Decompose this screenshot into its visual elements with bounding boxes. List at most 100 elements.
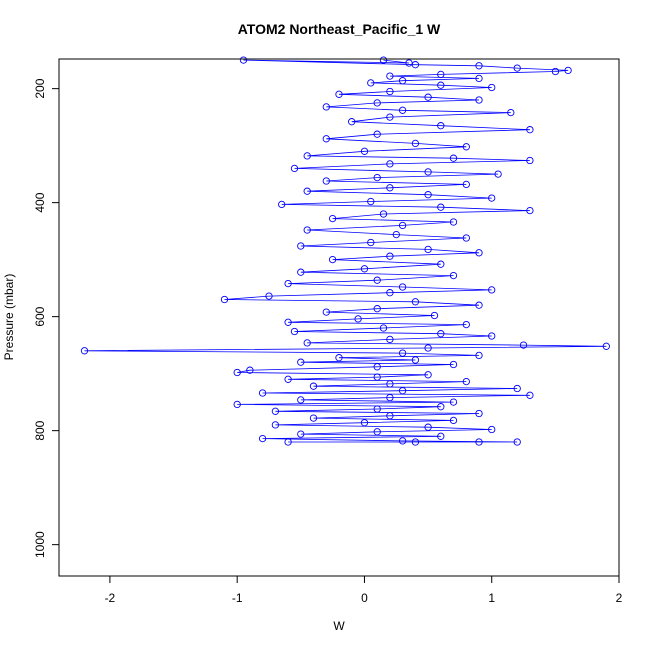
data-point	[437, 70, 445, 79]
data-point	[398, 77, 407, 85]
x-axis-label: W	[333, 619, 345, 633]
data-point	[437, 330, 445, 338]
y-tick-label: 1000	[33, 531, 47, 558]
data-point	[367, 79, 375, 87]
data-point	[398, 283, 407, 291]
data-point	[519, 341, 528, 349]
plot-marks	[80, 56, 610, 446]
data-point	[290, 327, 299, 336]
data-point	[462, 377, 470, 386]
data-point	[513, 438, 521, 446]
y-tick-label: 800	[33, 420, 47, 440]
data-point	[488, 425, 496, 434]
data-point	[475, 249, 483, 257]
data-point	[488, 286, 496, 294]
data-point	[373, 305, 381, 313]
data-point	[424, 93, 432, 101]
data-point	[258, 389, 267, 397]
data-point	[526, 391, 534, 399]
data-point	[284, 438, 292, 446]
data-point	[437, 203, 445, 211]
data-point	[303, 152, 311, 160]
data-point	[488, 332, 496, 340]
data-point	[424, 344, 432, 352]
data-point	[494, 170, 502, 178]
series-line	[84, 59, 607, 443]
plot-frame	[58, 58, 620, 577]
x-tick-label: 1	[488, 591, 495, 605]
data-point	[373, 99, 381, 107]
data-point	[392, 230, 400, 239]
data-point	[360, 265, 369, 273]
data-point	[220, 295, 229, 304]
data-point	[475, 409, 483, 418]
data-point	[411, 139, 420, 148]
data-point	[437, 403, 445, 411]
data-point	[411, 438, 420, 446]
data-point	[475, 96, 483, 104]
data-point	[386, 289, 394, 297]
data-point	[411, 298, 420, 306]
data-point	[449, 271, 458, 280]
data-point	[284, 318, 292, 326]
data-point	[513, 64, 521, 72]
data-point	[398, 437, 407, 445]
data-point	[386, 393, 394, 402]
data-point	[354, 315, 362, 323]
data-point	[258, 434, 267, 443]
data-point	[373, 276, 381, 284]
x-tick-label: 2	[616, 591, 623, 605]
data-point	[348, 118, 356, 126]
data-point	[284, 375, 292, 383]
data-point	[507, 108, 515, 117]
data-point	[475, 62, 483, 70]
data-point	[297, 358, 305, 366]
data-point	[386, 252, 394, 260]
x-tick-label: -2	[105, 591, 116, 605]
data-point	[462, 320, 470, 329]
data-point	[290, 164, 299, 173]
data-point	[437, 260, 445, 268]
y-tick-label: 400	[33, 192, 47, 212]
data-point	[373, 130, 381, 138]
data-point	[309, 414, 318, 422]
data-point	[367, 238, 375, 247]
data-point	[424, 191, 432, 199]
y-tick-label: 600	[33, 306, 47, 326]
data-point	[322, 103, 330, 111]
data-point	[379, 210, 388, 218]
data-point	[297, 430, 305, 438]
data-point	[526, 206, 534, 215]
x-tick-label: 0	[361, 591, 368, 605]
data-point	[411, 356, 420, 364]
data-point	[475, 438, 483, 446]
data-point	[386, 380, 394, 388]
data-point	[475, 74, 483, 83]
data-point	[379, 56, 388, 64]
data-point	[398, 106, 407, 114]
data-point	[328, 214, 337, 223]
data-point	[265, 292, 273, 300]
data-point	[303, 226, 311, 234]
data-point	[411, 61, 420, 69]
data-point	[271, 407, 280, 415]
data-point	[373, 428, 381, 436]
data-point	[386, 72, 394, 80]
data-point	[475, 301, 483, 309]
data-point	[80, 347, 89, 355]
data-point	[386, 113, 394, 121]
data-point	[278, 200, 286, 209]
data-point	[449, 154, 458, 162]
data-point	[379, 324, 388, 332]
data-point	[449, 360, 458, 369]
data-point	[373, 173, 381, 182]
data-point	[303, 339, 311, 347]
data-point	[551, 67, 560, 76]
data-point	[564, 66, 572, 75]
data-point	[424, 168, 432, 176]
data-point	[398, 387, 407, 395]
data-point	[322, 135, 330, 143]
data-point	[328, 255, 337, 264]
data-point	[526, 126, 534, 134]
